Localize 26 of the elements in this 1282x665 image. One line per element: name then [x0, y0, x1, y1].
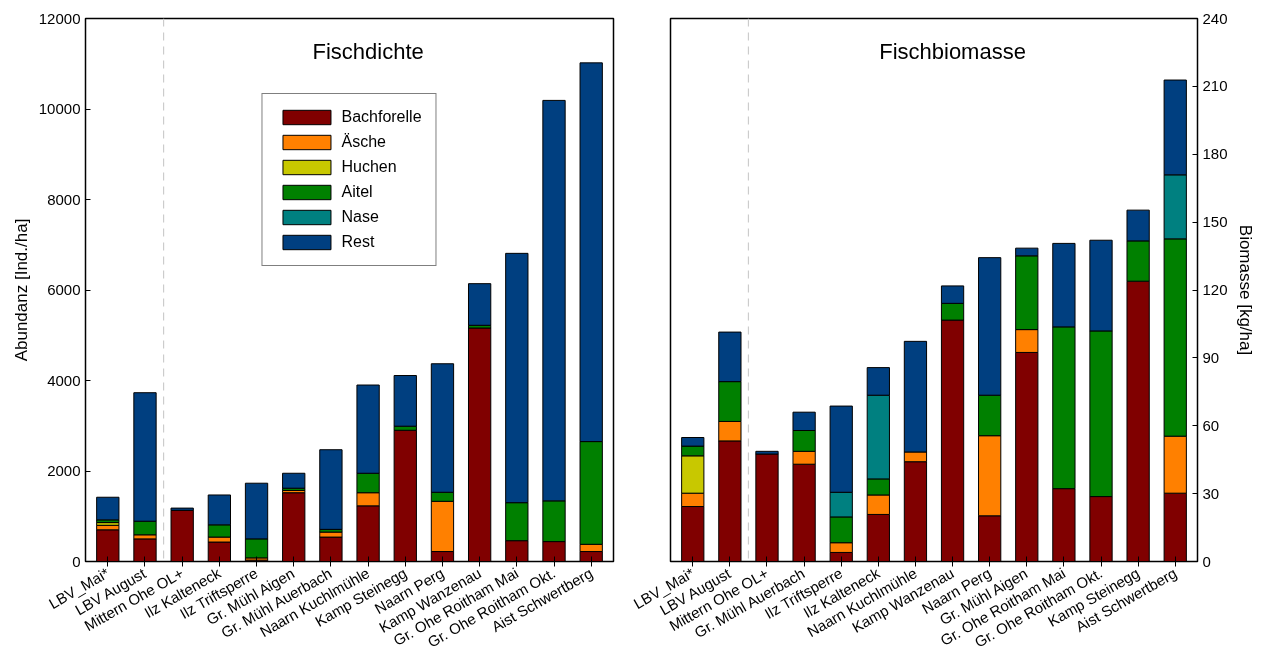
y2-tick-label: 240: [1202, 9, 1228, 27]
text: Fischbiomasse: [879, 38, 1026, 64]
y2-tick-label: 30: [1202, 484, 1220, 502]
y2-tick-label: 180: [1202, 145, 1228, 163]
y-tick-label: 2000: [47, 462, 81, 479]
y-axis-title: Abundanz [Ind./ha]: [11, 218, 31, 362]
y-tick-label: 10000: [38, 100, 81, 117]
legend-label: Huchen: [341, 158, 397, 176]
y2-tick-label: 0: [1202, 552, 1211, 570]
y2-tick-label: 210: [1202, 77, 1228, 95]
y-tick-label: 0: [72, 552, 81, 570]
y2-axis-title: Biomasse [kg/ha]: [1235, 224, 1255, 356]
y2-tick-label: 90: [1202, 348, 1220, 366]
legend-label: Äsche: [341, 133, 386, 151]
legend-label: Nase: [341, 208, 379, 226]
text: Fischdichte: [312, 38, 424, 64]
legend-label: Aitel: [341, 183, 373, 201]
y-tick-label: 8000: [47, 190, 81, 208]
y2-tick-label: 120: [1202, 281, 1228, 298]
y-tick-label: 12000: [38, 9, 81, 27]
y2-tick-label: 60: [1202, 416, 1220, 434]
y2-tick-label: 150: [1202, 213, 1228, 231]
y-tick-label: 6000: [47, 281, 81, 298]
y-tick-label: 4000: [47, 371, 81, 389]
legend-label: Rest: [341, 233, 375, 251]
legend-label: Bachforelle: [341, 108, 422, 126]
